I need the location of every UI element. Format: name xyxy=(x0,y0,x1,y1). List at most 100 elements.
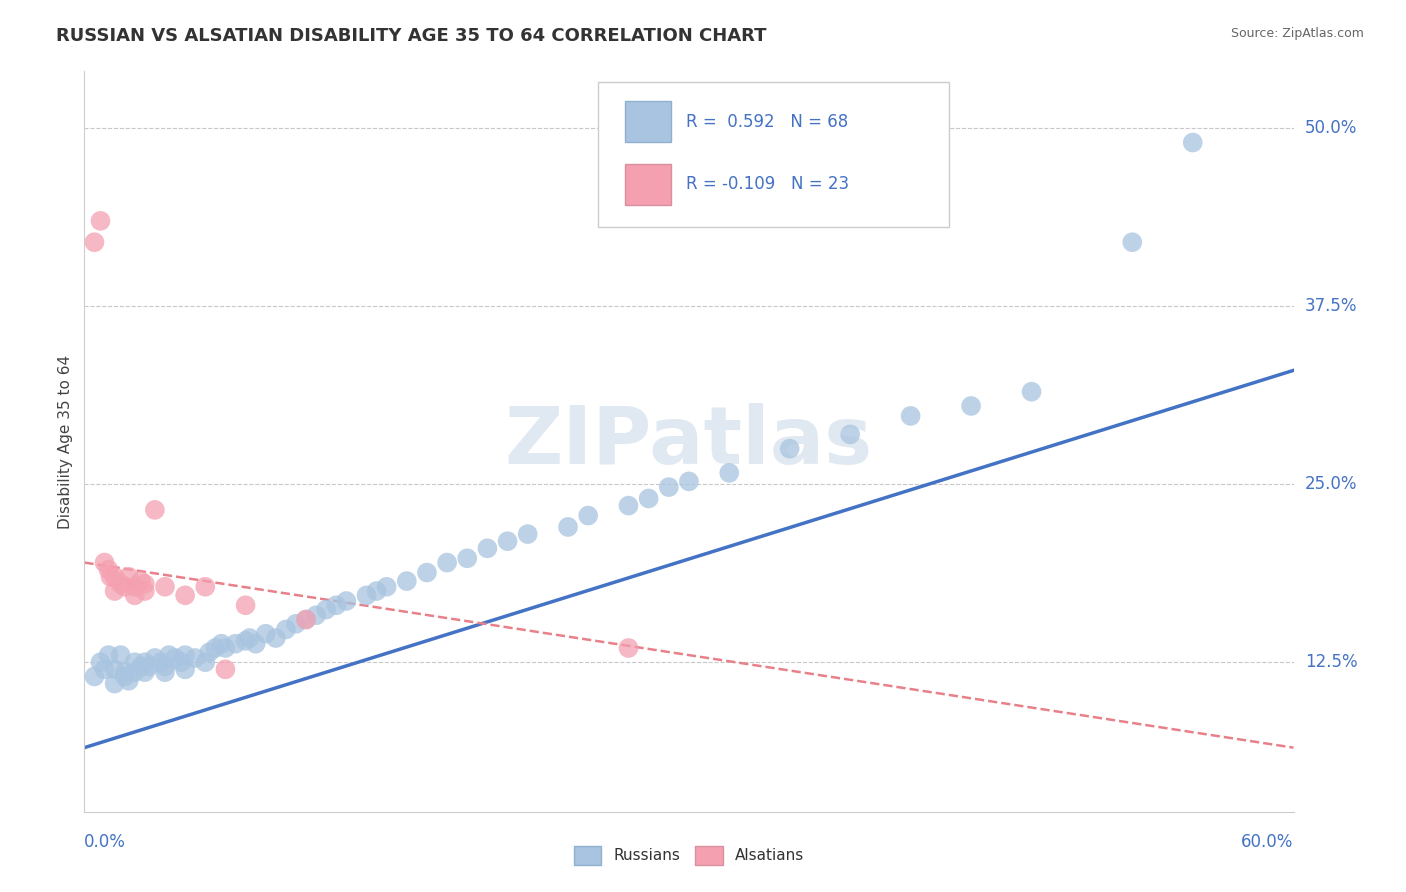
Point xyxy=(97,648,120,662)
Point xyxy=(124,580,146,594)
Point xyxy=(245,637,267,651)
Point xyxy=(134,665,156,680)
Point xyxy=(118,673,141,688)
Point xyxy=(104,676,127,690)
Point xyxy=(100,570,122,584)
Point xyxy=(174,648,197,662)
Text: R =  0.592   N = 68: R = 0.592 N = 68 xyxy=(686,112,848,131)
Point xyxy=(477,541,499,556)
Point xyxy=(496,534,519,549)
Point xyxy=(124,588,146,602)
Point xyxy=(104,570,127,584)
Point xyxy=(839,427,862,442)
Point xyxy=(134,655,156,669)
Point xyxy=(1121,235,1143,250)
Point xyxy=(295,613,318,627)
Point xyxy=(214,662,236,676)
Point xyxy=(214,640,236,655)
Y-axis label: Disability Age 35 to 64: Disability Age 35 to 64 xyxy=(58,354,73,529)
Point xyxy=(124,665,146,680)
Point xyxy=(239,631,262,645)
Text: 25.0%: 25.0% xyxy=(1305,475,1357,493)
Point xyxy=(83,669,105,683)
Point xyxy=(93,556,115,570)
Point xyxy=(83,235,105,250)
Point xyxy=(254,626,277,640)
Point xyxy=(194,655,217,669)
Point xyxy=(153,580,176,594)
Text: RUSSIAN VS ALSATIAN DISABILITY AGE 35 TO 64 CORRELATION CHART: RUSSIAN VS ALSATIAN DISABILITY AGE 35 TO… xyxy=(56,27,766,45)
Point xyxy=(89,214,111,228)
Text: 60.0%: 60.0% xyxy=(1241,833,1294,851)
Point xyxy=(325,599,347,613)
Point xyxy=(153,665,176,680)
Point xyxy=(114,669,136,683)
Point xyxy=(225,637,247,651)
Point xyxy=(209,637,232,651)
Legend: Russians, Alsatians: Russians, Alsatians xyxy=(568,840,810,871)
Point xyxy=(305,608,328,623)
Point xyxy=(235,633,257,648)
Point xyxy=(110,577,132,591)
Point xyxy=(174,588,197,602)
Point xyxy=(114,580,136,594)
FancyBboxPatch shape xyxy=(624,164,671,204)
Point xyxy=(104,584,127,599)
Point xyxy=(285,616,308,631)
Point xyxy=(89,655,111,669)
Point xyxy=(617,640,640,655)
Point xyxy=(165,651,187,665)
Point xyxy=(779,442,801,456)
Point xyxy=(576,508,599,523)
Text: Source: ZipAtlas.com: Source: ZipAtlas.com xyxy=(1230,27,1364,40)
Point xyxy=(295,613,318,627)
Point xyxy=(118,570,141,584)
Point xyxy=(104,662,127,676)
Point xyxy=(557,520,579,534)
Point xyxy=(456,551,478,566)
Text: 12.5%: 12.5% xyxy=(1305,653,1357,671)
FancyBboxPatch shape xyxy=(599,82,949,227)
Point xyxy=(315,602,337,616)
Point xyxy=(1181,136,1204,150)
Point xyxy=(264,631,287,645)
Point xyxy=(114,665,136,680)
Point xyxy=(129,659,152,673)
Point xyxy=(138,659,160,673)
Text: ZIPatlas: ZIPatlas xyxy=(505,402,873,481)
Point xyxy=(436,556,458,570)
Point xyxy=(960,399,983,413)
Point xyxy=(194,580,217,594)
FancyBboxPatch shape xyxy=(624,101,671,142)
Point xyxy=(174,662,197,676)
Point xyxy=(204,640,226,655)
Point xyxy=(170,655,193,669)
Point xyxy=(274,623,297,637)
Point xyxy=(110,648,132,662)
Point xyxy=(335,594,357,608)
Point xyxy=(900,409,922,423)
Point xyxy=(375,580,398,594)
Text: 37.5%: 37.5% xyxy=(1305,297,1357,315)
Point xyxy=(157,648,180,662)
Point xyxy=(718,466,741,480)
Point xyxy=(678,475,700,489)
Point xyxy=(356,588,378,602)
Text: 50.0%: 50.0% xyxy=(1305,120,1357,137)
Point xyxy=(93,662,115,676)
Point xyxy=(617,499,640,513)
Point xyxy=(637,491,659,506)
Point xyxy=(143,503,166,517)
Point xyxy=(395,574,418,588)
Point xyxy=(184,651,207,665)
Point xyxy=(198,645,221,659)
Point xyxy=(129,574,152,588)
Point xyxy=(235,599,257,613)
Point xyxy=(143,651,166,665)
Point xyxy=(149,655,172,669)
Point xyxy=(416,566,439,580)
Point xyxy=(366,584,388,599)
Point xyxy=(658,480,681,494)
Point xyxy=(516,527,538,541)
Point xyxy=(153,659,176,673)
